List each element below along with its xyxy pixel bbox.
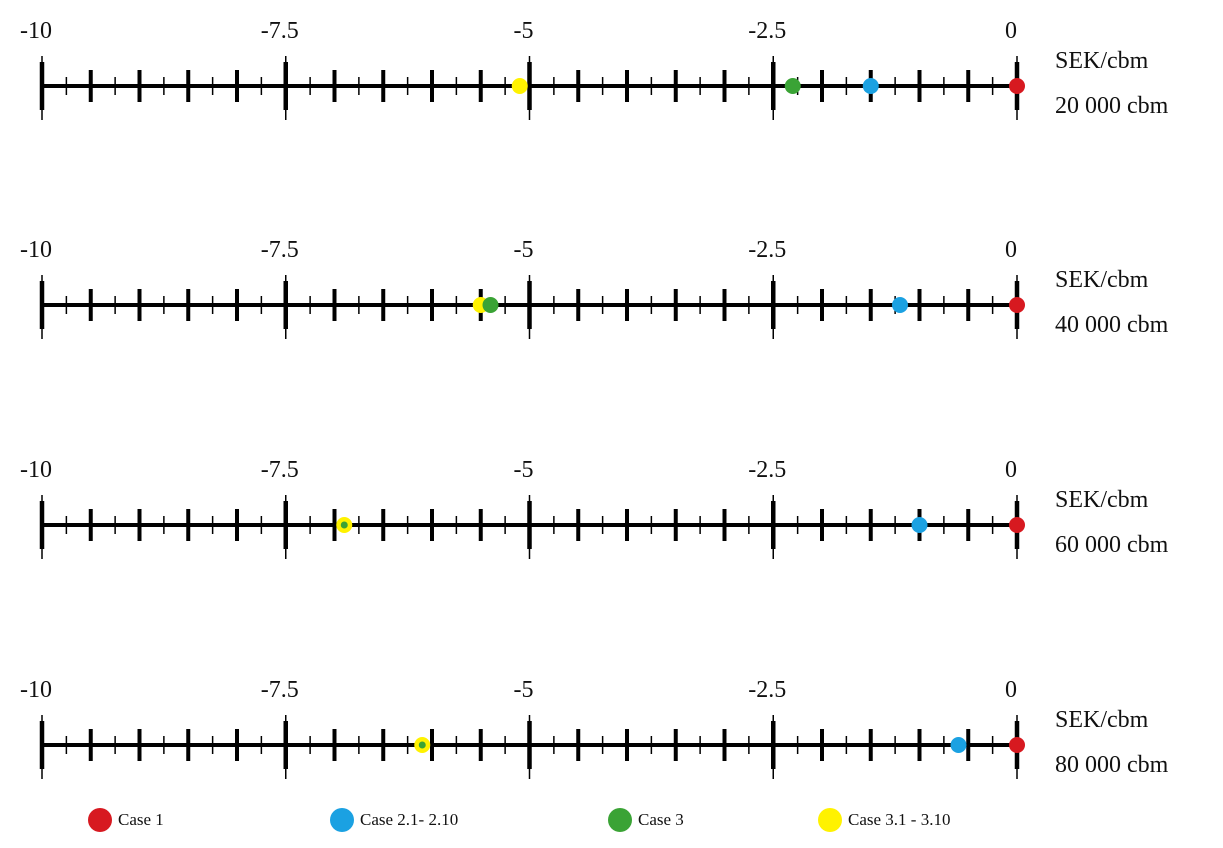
tick-label: 0 bbox=[1005, 677, 1017, 703]
point-case-3 bbox=[784, 78, 801, 94]
unit-label: SEK/cbm bbox=[1055, 267, 1149, 293]
volume-label: 80 000 cbm bbox=[1055, 752, 1169, 778]
legend-swatch-case-3 bbox=[608, 808, 632, 832]
point-case-3 bbox=[418, 741, 426, 749]
legend: Case 1 Case 2.1- 2.10 Case 3 Case 3.1 - … bbox=[0, 808, 1223, 848]
point-case-2-1-2-10 bbox=[911, 517, 928, 533]
legend-item-case-1: Case 1 bbox=[88, 808, 164, 832]
tick-label: -10 bbox=[20, 237, 52, 263]
legend-swatch-case-3-range bbox=[818, 808, 842, 832]
tick-label: -5 bbox=[514, 457, 534, 483]
tick-label: 0 bbox=[1005, 237, 1017, 263]
tick-label: -2.5 bbox=[748, 237, 786, 263]
point-case-2-1-2-10 bbox=[950, 737, 967, 753]
tick-label: -5 bbox=[514, 677, 534, 703]
tick-label: -7.5 bbox=[261, 457, 299, 483]
tick-label: -2.5 bbox=[748, 18, 786, 44]
tick-label: -10 bbox=[20, 677, 52, 703]
volume-label: 40 000 cbm bbox=[1055, 312, 1169, 338]
legend-item-case-2: Case 2.1- 2.10 bbox=[330, 808, 458, 832]
point-case-2-1-2-10 bbox=[892, 297, 908, 313]
legend-item-case-3-range: Case 3.1 - 3.10 bbox=[818, 808, 950, 832]
point-case-1 bbox=[1009, 78, 1025, 94]
point-case-3-1-3-10 bbox=[511, 78, 528, 94]
legend-swatch-case-1 bbox=[88, 808, 112, 832]
point-case-3 bbox=[340, 521, 348, 529]
tick-label: -2.5 bbox=[748, 677, 786, 703]
legend-label-case-1: Case 1 bbox=[118, 810, 164, 829]
tick-label: 0 bbox=[1005, 457, 1017, 483]
point-case-1 bbox=[1009, 297, 1025, 313]
legend-label-case-3: Case 3 bbox=[638, 810, 684, 829]
tick-label: -10 bbox=[20, 457, 52, 483]
volume-label: 60 000 cbm bbox=[1055, 532, 1169, 558]
point-case-3 bbox=[482, 297, 499, 313]
legend-item-case-3: Case 3 bbox=[608, 808, 684, 832]
unit-label: SEK/cbm bbox=[1055, 707, 1149, 733]
tick-label: -5 bbox=[514, 18, 534, 44]
tick-label: -5 bbox=[514, 237, 534, 263]
tick-label: 0 bbox=[1005, 18, 1017, 44]
legend-swatch-case-2 bbox=[330, 808, 354, 832]
point-case-1 bbox=[1009, 737, 1025, 753]
point-case-2-1-2-10 bbox=[862, 78, 879, 94]
unit-label: SEK/cbm bbox=[1055, 487, 1149, 513]
tick-label: -7.5 bbox=[261, 18, 299, 44]
tick-label: -7.5 bbox=[261, 677, 299, 703]
unit-label: SEK/cbm bbox=[1055, 48, 1149, 74]
tick-label: -7.5 bbox=[261, 237, 299, 263]
tick-label: -10 bbox=[20, 18, 52, 44]
legend-label-case-3-range: Case 3.1 - 3.10 bbox=[848, 810, 951, 829]
volume-label: 20 000 cbm bbox=[1055, 93, 1169, 119]
point-case-1 bbox=[1009, 517, 1025, 533]
legend-label-case-2: Case 2.1- 2.10 bbox=[360, 810, 459, 829]
tick-label: -2.5 bbox=[748, 457, 786, 483]
